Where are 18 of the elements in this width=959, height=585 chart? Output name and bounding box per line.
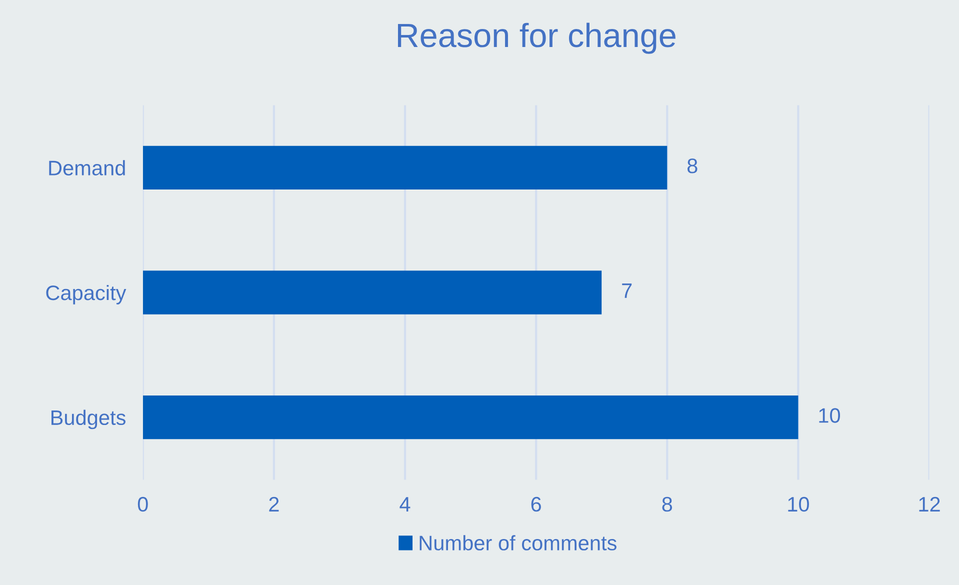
bar [142, 395, 798, 440]
x-tick-label: 6 [531, 496, 541, 512]
x-tick-label: 2 [269, 496, 279, 512]
x-tick-label: 8 [662, 496, 672, 512]
x-tick-label: 4 [400, 497, 410, 512]
x-tick-label: 12 [919, 496, 940, 512]
legend-label: Number of comments [420, 535, 616, 550]
y-tick-label: Budgets [51, 410, 126, 430]
data-label: 7 [622, 284, 632, 298]
y-tick-label: Capacity [46, 284, 126, 304]
bar [142, 146, 668, 190]
data-label: 10 [819, 408, 840, 423]
data-label: 8 [687, 158, 698, 174]
y-tick-label: Demand [49, 160, 125, 176]
x-tick-label: 10 [788, 496, 809, 512]
x-tick-label: 0 [138, 496, 148, 512]
bar [142, 270, 602, 314]
chart-title: Reason for change [398, 22, 676, 54]
